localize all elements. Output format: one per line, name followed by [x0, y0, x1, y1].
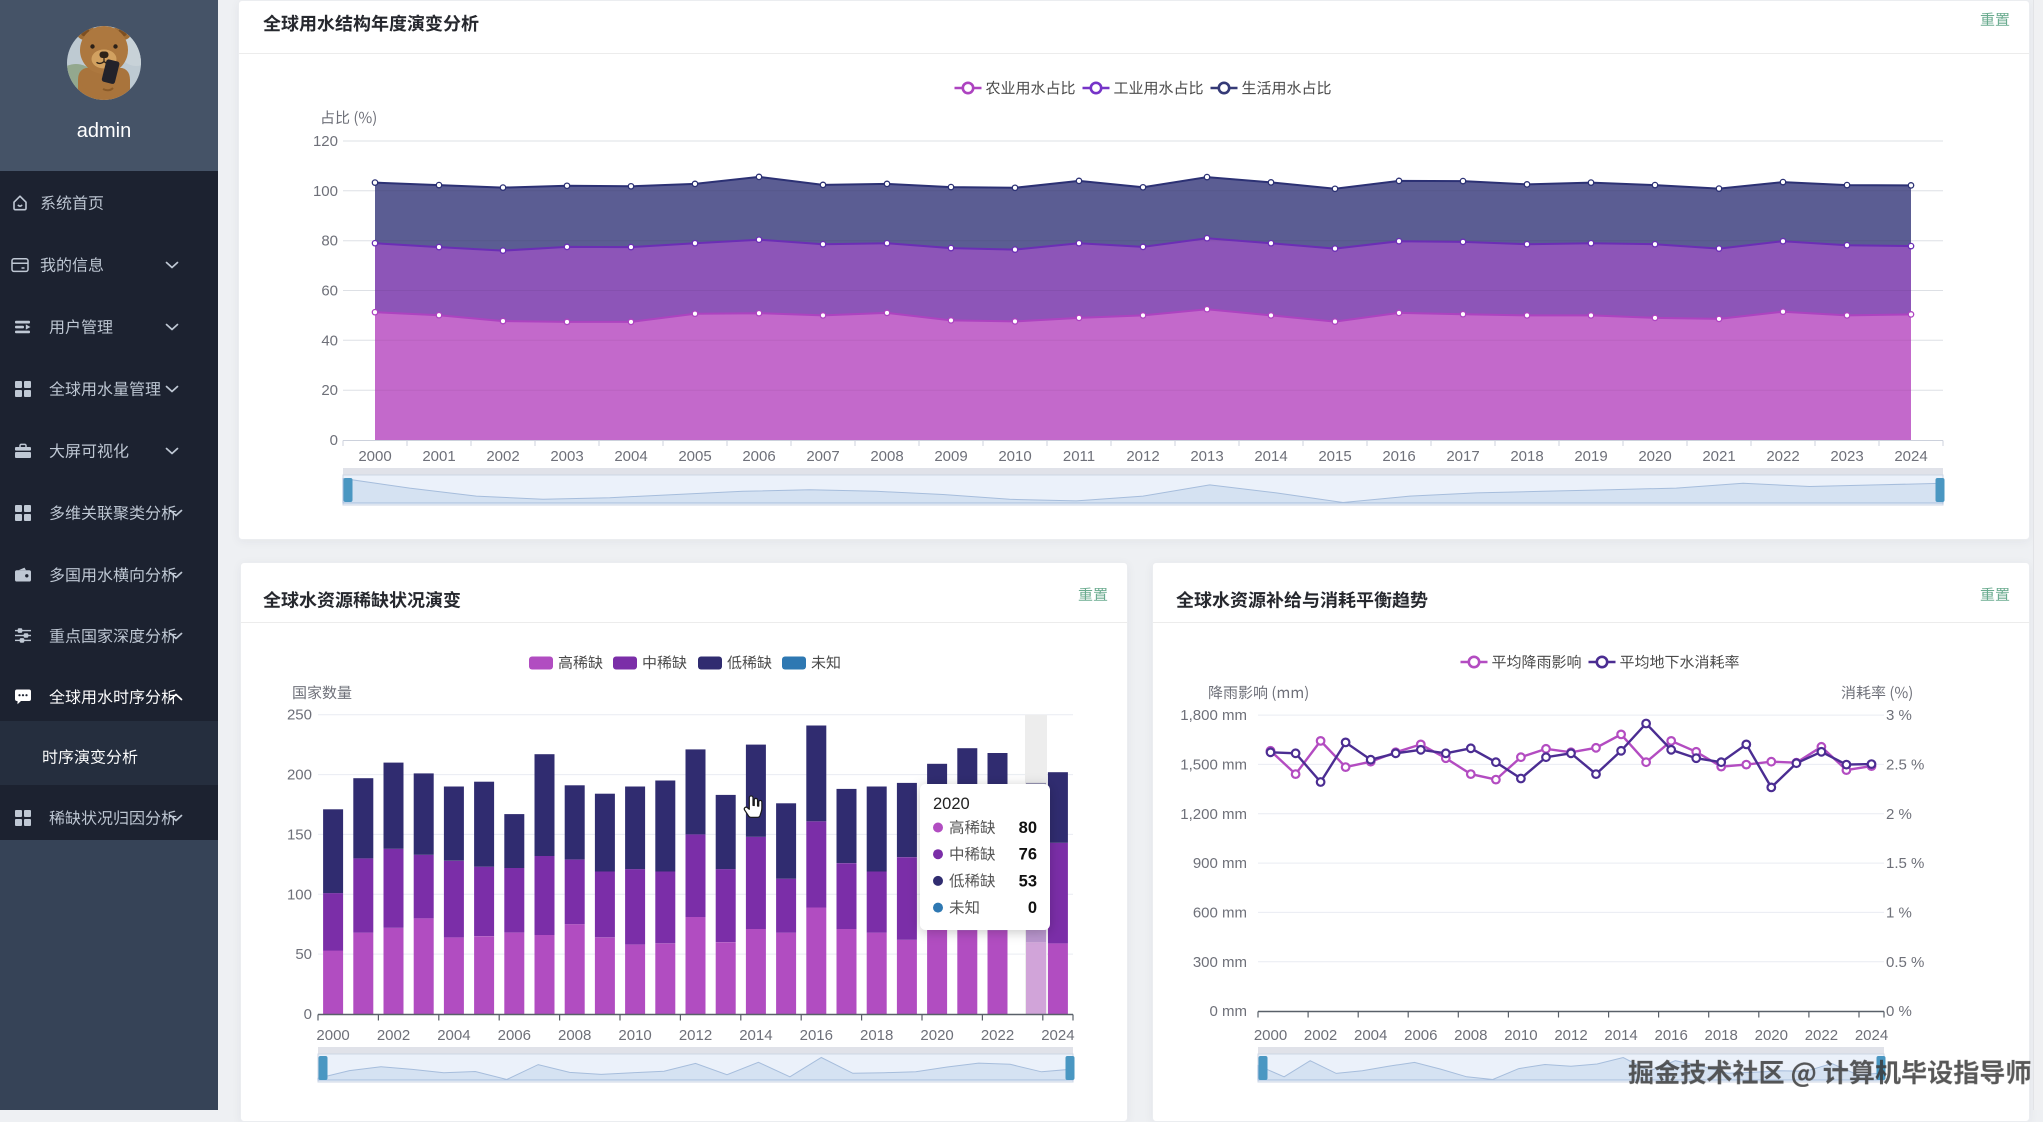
svg-text:20: 20	[321, 382, 338, 399]
svg-text:2020: 2020	[933, 795, 970, 813]
svg-text:2002: 2002	[1304, 1027, 1337, 1044]
svg-text:2012: 2012	[1126, 448, 1159, 465]
svg-text:2018: 2018	[1510, 448, 1543, 465]
svg-text:2009: 2009	[934, 448, 967, 465]
svg-text:2014: 2014	[1254, 448, 1287, 465]
svg-text:2017: 2017	[1446, 448, 1479, 465]
svg-text:2024: 2024	[1855, 1027, 1888, 1044]
svg-text:1,800 mm: 1,800 mm	[1180, 707, 1247, 724]
svg-text:2004: 2004	[437, 1027, 470, 1044]
svg-text:2007: 2007	[806, 448, 839, 465]
svg-text:2006: 2006	[1404, 1027, 1437, 1044]
svg-text:2003: 2003	[550, 448, 583, 465]
svg-text:2000: 2000	[1254, 1027, 1287, 1044]
svg-text:0 %: 0 %	[1886, 1003, 1912, 1020]
svg-text:600 mm: 600 mm	[1193, 904, 1247, 921]
svg-text:2000: 2000	[316, 1027, 349, 1044]
svg-text:2005: 2005	[678, 448, 711, 465]
svg-text:2021: 2021	[1702, 448, 1735, 465]
svg-text:2008: 2008	[870, 448, 903, 465]
svg-text:2022: 2022	[1805, 1027, 1838, 1044]
svg-text:2000: 2000	[358, 448, 391, 465]
svg-text:2015: 2015	[1318, 448, 1351, 465]
svg-text:76: 76	[1019, 846, 1037, 864]
svg-text:0: 0	[330, 432, 338, 449]
svg-text:2020: 2020	[1755, 1027, 1788, 1044]
svg-text:2022: 2022	[1766, 448, 1799, 465]
svg-text:2020: 2020	[1638, 448, 1671, 465]
svg-text:2012: 2012	[679, 1027, 712, 1044]
svg-text:0 mm: 0 mm	[1210, 1003, 1248, 1020]
svg-text:40: 40	[321, 332, 338, 349]
svg-text:2010: 2010	[998, 448, 1031, 465]
svg-text:150: 150	[287, 826, 312, 843]
svg-text:3 %: 3 %	[1886, 707, 1912, 724]
svg-text:2022: 2022	[981, 1027, 1014, 1044]
svg-text:0: 0	[1028, 899, 1037, 917]
svg-text:2008: 2008	[1454, 1027, 1487, 1044]
svg-text:80: 80	[321, 233, 338, 250]
svg-text:50: 50	[295, 946, 312, 963]
svg-text:1,200 mm: 1,200 mm	[1180, 806, 1247, 823]
svg-text:2018: 2018	[860, 1027, 893, 1044]
svg-text:2014: 2014	[1604, 1027, 1637, 1044]
svg-text:53: 53	[1019, 872, 1037, 890]
svg-text:2001: 2001	[422, 448, 455, 465]
svg-text:0: 0	[304, 1006, 312, 1023]
svg-text:300 mm: 300 mm	[1193, 954, 1247, 971]
svg-text:2.5 %: 2.5 %	[1886, 756, 1924, 773]
svg-text:2 %: 2 %	[1886, 806, 1912, 823]
svg-text:1 %: 1 %	[1886, 904, 1912, 921]
svg-text:200: 200	[287, 767, 312, 784]
svg-text:2013: 2013	[1190, 448, 1223, 465]
svg-text:2011: 2011	[1063, 448, 1095, 465]
svg-text:2002: 2002	[377, 1027, 410, 1044]
svg-text:2004: 2004	[614, 448, 647, 465]
svg-text:2004: 2004	[1354, 1027, 1387, 1044]
svg-text:2023: 2023	[1830, 448, 1863, 465]
svg-text:2016: 2016	[800, 1027, 833, 1044]
svg-text:2008: 2008	[558, 1027, 591, 1044]
svg-text:100: 100	[313, 183, 338, 200]
svg-text:2006: 2006	[742, 448, 775, 465]
svg-text:2018: 2018	[1705, 1027, 1738, 1044]
svg-text:1,500 mm: 1,500 mm	[1180, 756, 1247, 773]
svg-text:2016: 2016	[1655, 1027, 1688, 1044]
svg-text:2016: 2016	[1382, 448, 1415, 465]
svg-text:2024: 2024	[1041, 1027, 1074, 1044]
svg-text:900 mm: 900 mm	[1193, 855, 1247, 872]
svg-text:2010: 2010	[618, 1027, 651, 1044]
svg-text:120: 120	[313, 133, 338, 150]
svg-text:2024: 2024	[1894, 448, 1927, 465]
svg-text:2020: 2020	[920, 1027, 953, 1044]
svg-text:admin: admin	[77, 120, 131, 142]
svg-text:60: 60	[321, 283, 338, 300]
svg-text:80: 80	[1019, 819, 1037, 837]
svg-text:1.5 %: 1.5 %	[1886, 855, 1924, 872]
svg-text:2006: 2006	[498, 1027, 531, 1044]
svg-text:2010: 2010	[1504, 1027, 1537, 1044]
svg-text:2019: 2019	[1574, 448, 1607, 465]
svg-text:0.5 %: 0.5 %	[1886, 954, 1924, 971]
svg-text:100: 100	[287, 886, 312, 903]
svg-text:2002: 2002	[486, 448, 519, 465]
svg-text:250: 250	[287, 707, 312, 724]
svg-text:2014: 2014	[739, 1027, 772, 1044]
svg-text:2012: 2012	[1554, 1027, 1587, 1044]
